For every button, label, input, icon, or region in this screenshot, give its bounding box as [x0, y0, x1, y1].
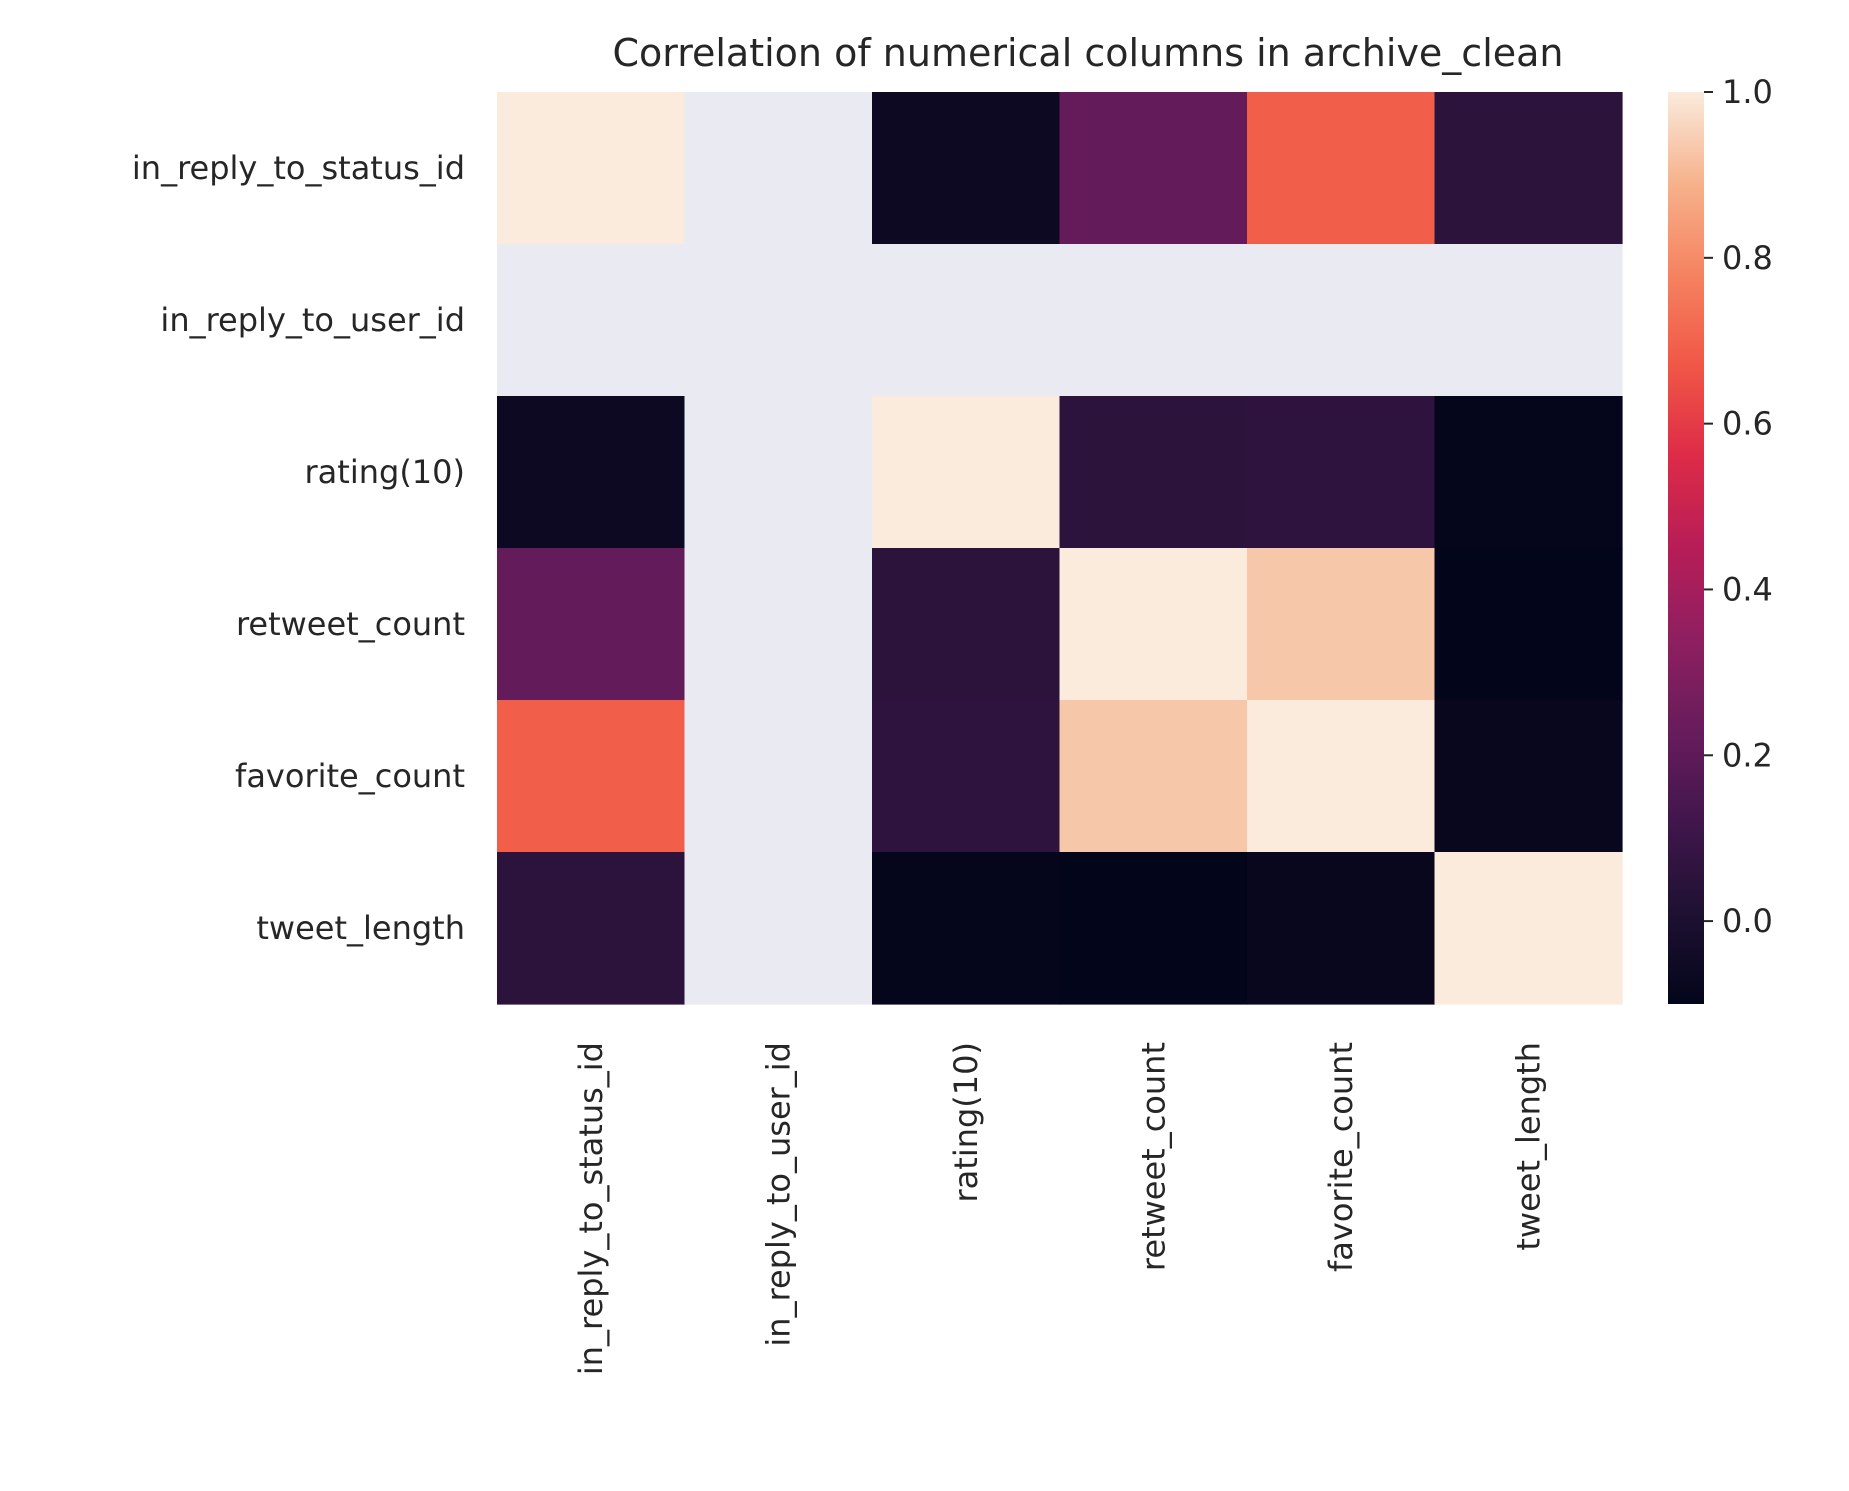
heatmap-cell — [1059, 244, 1248, 397]
heatmap-cell — [1247, 92, 1436, 245]
heatmap-cell — [684, 244, 873, 397]
x-tick-label: favorite_count — [1322, 1042, 1360, 1272]
y-tick-labels: in_reply_to_status_id in_reply_to_user_id… — [132, 149, 465, 947]
x-tick-labels: in_reply_to_status_id in_reply_to_user_id… — [572, 1042, 1548, 1375]
heatmap-cell — [684, 92, 873, 245]
heatmap-cell — [872, 852, 1061, 1005]
heatmap-cell — [1247, 548, 1436, 701]
colorbar-gradient — [1668, 92, 1704, 1004]
heatmap-cell — [1247, 700, 1436, 853]
heatmap-cell — [1059, 852, 1248, 1005]
heatmap-cell — [1059, 92, 1248, 245]
y-tick-label: rating(10) — [305, 453, 465, 491]
heatmap-cell — [497, 396, 686, 549]
colorbar-tick-label: 0.2 — [1722, 736, 1773, 774]
heatmap-cell — [684, 852, 873, 1005]
heatmap-cell — [1247, 852, 1436, 1005]
heatmap-cell — [872, 548, 1061, 701]
x-tick-label: in_reply_to_user_id — [759, 1042, 797, 1347]
heatmap-cell — [872, 700, 1061, 853]
heatmap-cell — [497, 852, 686, 1005]
y-tick-label: retweet_count — [236, 605, 465, 643]
colorbar-tick-label: 0.8 — [1722, 239, 1773, 277]
heatmap-cell — [1434, 700, 1623, 853]
x-tick-label: tweet_length — [1509, 1042, 1547, 1251]
heatmap-cell — [684, 700, 873, 853]
heatmap-cell — [684, 548, 873, 701]
heatmap-cell — [872, 244, 1061, 397]
colorbar-tick-label: 0.4 — [1722, 570, 1773, 608]
heatmap-cell — [1434, 548, 1623, 701]
colorbar-tick-label: 0.0 — [1722, 902, 1773, 940]
colorbar-tick-label: 1.0 — [1722, 73, 1773, 111]
heatmap-cell — [497, 244, 686, 397]
heatmap-cell — [872, 396, 1061, 549]
heatmap-cell — [1434, 852, 1623, 1005]
heatmap-cell — [1247, 396, 1436, 549]
heatmap-cell — [1059, 700, 1248, 853]
colorbar — [1668, 92, 1704, 1004]
y-tick-label: favorite_count — [235, 757, 465, 795]
y-tick-label: in_reply_to_user_id — [160, 301, 465, 339]
heatmap-cell — [1434, 244, 1623, 397]
heatmap-cells — [497, 92, 1623, 1005]
x-tick-label: in_reply_to_status_id — [572, 1042, 610, 1375]
y-tick-label: tweet_length — [256, 909, 465, 947]
heatmap-cell — [1434, 396, 1623, 549]
heatmap-cell — [684, 396, 873, 549]
colorbar-tick-label: 0.6 — [1722, 405, 1773, 443]
heatmap-cell — [497, 700, 686, 853]
heatmap-cell — [1247, 244, 1436, 397]
heatmap-cell — [497, 548, 686, 701]
heatmap-cell — [872, 92, 1061, 245]
x-tick-label: rating(10) — [947, 1042, 985, 1202]
colorbar-ticks: 0.0 0.2 0.4 0.6 0.8 1.0 — [1704, 73, 1773, 940]
x-tick-label: retweet_count — [1134, 1042, 1172, 1271]
heatmap-cell — [1434, 92, 1623, 245]
heatmap-cell — [497, 92, 686, 245]
heatmap-cell — [1059, 548, 1248, 701]
chart-title: Correlation of numerical columns in arch… — [612, 31, 1563, 75]
y-tick-label: in_reply_to_status_id — [132, 149, 465, 187]
heatmap-cell — [1059, 396, 1248, 549]
